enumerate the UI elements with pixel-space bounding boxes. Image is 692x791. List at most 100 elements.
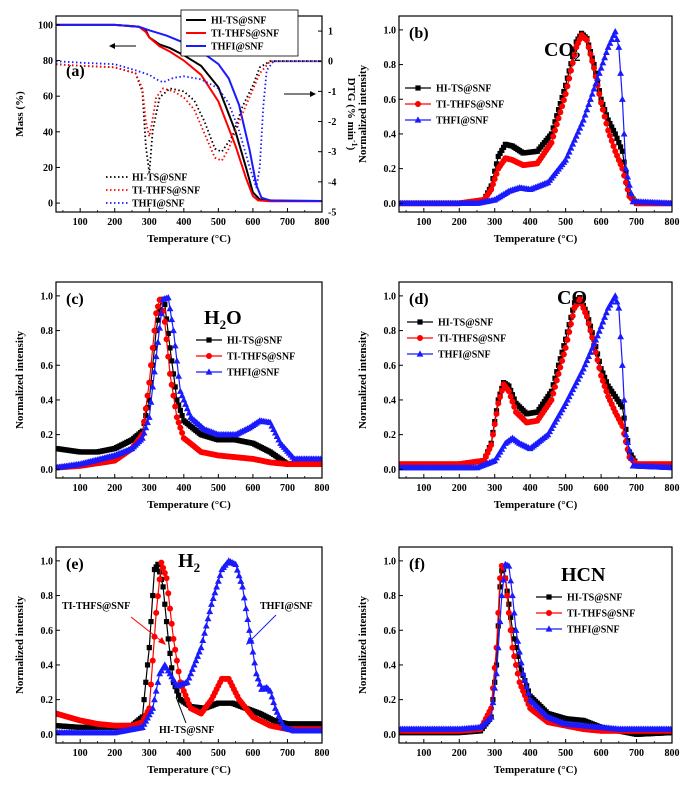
y-tick-label: 0.8 [41, 591, 54, 602]
data-point [597, 322, 605, 330]
data-point [618, 361, 626, 368]
data-point [513, 661, 519, 668]
data-point [594, 74, 601, 82]
data-point [140, 429, 148, 436]
data-point [596, 91, 603, 98]
gas-label-after: O [226, 307, 242, 329]
x-tick-label: 300 [142, 217, 157, 228]
data-point [589, 334, 596, 341]
data-point [603, 120, 610, 127]
data-point [603, 388, 610, 395]
data-point [270, 698, 278, 706]
panel-label: (a) [66, 63, 85, 80]
y-tick-label: 1.0 [41, 291, 54, 302]
legend-label: TI-THFS@SNF [436, 100, 504, 111]
data-point [151, 368, 158, 375]
gas-label-main: HCN [561, 564, 606, 586]
data-point [494, 644, 502, 651]
data-point [240, 594, 248, 601]
x-axis-label: Temperature (°C) [147, 233, 231, 245]
data-point [572, 379, 580, 386]
legend-label: THFI@SNF [438, 350, 491, 361]
data-point [616, 399, 622, 405]
data-point [518, 667, 524, 673]
data-point [618, 95, 626, 102]
data-point [201, 629, 208, 636]
plot-frame [55, 546, 323, 744]
data-point [606, 39, 614, 46]
data-point [493, 161, 500, 167]
data-point [557, 364, 564, 371]
data-point [151, 327, 158, 334]
series-markers-THFI@SNF [56, 294, 322, 471]
y2-axis-label-sup: -1 [350, 140, 359, 147]
gas-label-sub: 2 [194, 560, 201, 575]
y2-axis-label-end: ) [345, 147, 357, 151]
legend-label: HI-TS@SNF [436, 84, 491, 95]
data-point [516, 648, 523, 655]
legend-label: HI-TS@SNF [567, 593, 622, 604]
data-point [627, 454, 635, 461]
y2-tick-label: -4 [328, 177, 336, 188]
x-tick-label: 100 [416, 483, 431, 494]
data-point [553, 415, 561, 422]
data-point [536, 406, 542, 413]
y-tick-label: 0.0 [384, 199, 397, 210]
data-point [607, 120, 613, 127]
y-axis-label: Normalized intensity [14, 595, 26, 694]
data-point [617, 401, 624, 407]
data-point [555, 412, 562, 419]
y-tick-label: 0.4 [384, 129, 397, 140]
data-point [143, 679, 149, 685]
data-point [565, 148, 573, 155]
data-point [154, 338, 162, 345]
data-point [571, 52, 578, 59]
x-tick-label: 400 [176, 217, 191, 228]
annotation-hi-ts: HI-TS@SNF [159, 725, 214, 736]
y-tick-label: 0.2 [384, 164, 397, 175]
data-point [202, 622, 210, 629]
x-axis-label: Temperature (°C) [494, 499, 578, 511]
y-axis-label: Mass (%) [14, 91, 26, 137]
data-point [606, 132, 613, 139]
y-tick-label: 0.8 [384, 591, 397, 602]
data-point [607, 386, 613, 392]
data-point [613, 35, 621, 43]
x-tick-label: 800 [315, 217, 330, 228]
data-point [197, 644, 205, 651]
data-point [574, 375, 582, 382]
data-point [154, 593, 161, 600]
data-point [489, 181, 496, 188]
data-point [546, 427, 554, 435]
x-tick-label: 700 [280, 483, 295, 494]
data-point [616, 140, 622, 146]
panel-label: (f) [409, 556, 425, 573]
data-point [608, 35, 616, 43]
x-tick-label: 500 [558, 217, 573, 228]
y-tick-label: 0.2 [384, 695, 397, 706]
data-point [493, 410, 500, 417]
data-point [595, 69, 603, 76]
gas-label-main: CO [544, 39, 574, 61]
data-point [579, 116, 587, 123]
data-point [609, 388, 615, 394]
data-point [550, 133, 557, 140]
data-point [566, 328, 573, 335]
data-point [168, 620, 175, 627]
data-point [555, 115, 562, 122]
legend-label: HI-TS@SNF [211, 16, 266, 27]
data-point [561, 88, 567, 95]
data-point [548, 424, 555, 431]
data-point [147, 707, 155, 715]
data-point [495, 400, 502, 407]
data-point [555, 370, 562, 377]
data-point [603, 309, 610, 316]
data-point [171, 342, 179, 349]
data-point [169, 665, 175, 671]
data-point [153, 564, 159, 570]
data-point [510, 609, 518, 616]
x-tick-label: 300 [487, 483, 502, 494]
y2-tick-label: 0 [328, 57, 333, 68]
x-tick-label: 500 [211, 483, 226, 494]
data-point [599, 106, 606, 113]
